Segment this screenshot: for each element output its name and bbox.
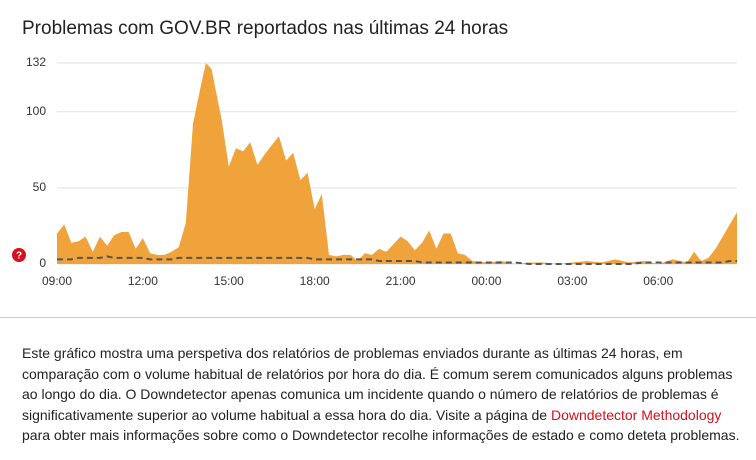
x-tick-label: 09:00	[42, 274, 72, 288]
description-text: para obter mais informações sobre como o…	[22, 427, 740, 443]
x-tick-label: 18:00	[300, 274, 330, 288]
y-tick-label: 50	[33, 180, 47, 194]
description: Este gráfico mostra uma perspetiva dos r…	[22, 343, 740, 446]
reports-area	[57, 63, 737, 264]
help-icon[interactable]: ?	[12, 248, 26, 262]
y-tick-label: 100	[26, 104, 46, 118]
x-tick-label: 03:00	[557, 274, 587, 288]
x-tick-label: 12:00	[128, 274, 158, 288]
description-text: Este gráfico mostra uma perspetiva dos r…	[22, 345, 733, 423]
x-tick-label: 21:00	[386, 274, 416, 288]
x-tick-label: 06:00	[643, 274, 673, 288]
chart: Problemas com GOV.BR reportados nas últi…	[12, 18, 737, 288]
x-tick-label: 15:00	[214, 274, 244, 288]
x-tick-label: 00:00	[471, 274, 501, 288]
methodology-link[interactable]: Downdetector Methodology	[550, 406, 722, 423]
svg-text:?: ?	[16, 251, 22, 262]
y-tick-label: 0	[39, 256, 46, 270]
baseline-line	[57, 255, 737, 265]
separator	[0, 317, 756, 318]
chart-title: Problemas com GOV.BR reportados nas últi…	[22, 18, 508, 39]
y-tick-label: 132	[26, 55, 46, 69]
